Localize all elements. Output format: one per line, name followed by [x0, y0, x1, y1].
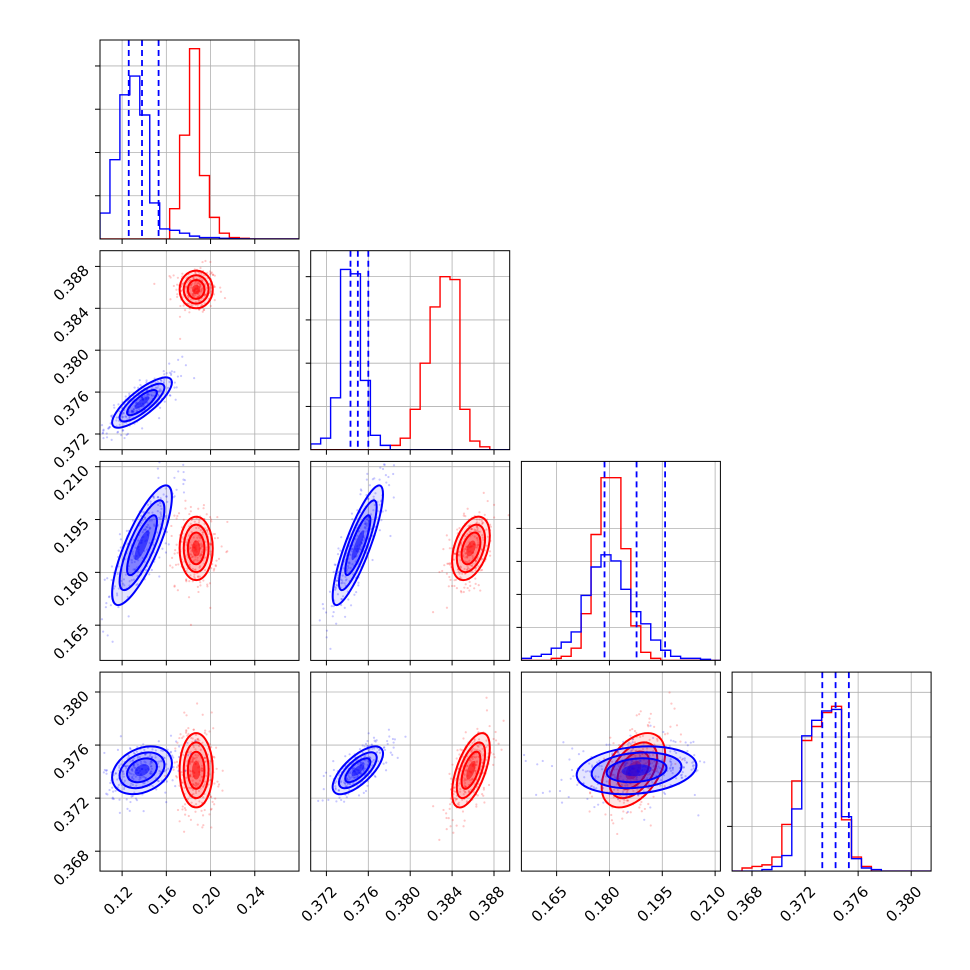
contour-level	[466, 760, 476, 780]
y-tick-label: 0.195	[50, 515, 93, 558]
contour-level	[134, 764, 150, 777]
panel-frame	[310, 460, 511, 661]
x-tick-label: 0.20	[188, 883, 224, 919]
histogram-panel-0	[95, 39, 300, 244]
histogram-red	[732, 705, 932, 872]
scatter-panel-2-0: 0.165 0.180 0.195 0.210	[50, 460, 300, 666]
scatter-panel-3-2: 0.165 0.180 0.195 0.210	[520, 671, 729, 926]
panel-frame	[99, 250, 300, 451]
scatter-panel-3-0: 0.368 0.372 0.376 0.380 0.12 0.16 0.20 0.24	[50, 671, 300, 919]
x-tick-label: 0.12	[100, 883, 136, 919]
contour-level	[351, 530, 365, 561]
histogram-panel-1	[305, 250, 511, 455]
contour-level	[621, 764, 652, 777]
y-tick-label: 0.368	[50, 846, 93, 889]
y-tick-label: 0.380	[50, 687, 93, 730]
contour-level	[192, 284, 201, 295]
histogram-blue	[521, 554, 721, 661]
x-tick-label: 0.380	[381, 883, 424, 926]
contour-level	[192, 760, 201, 780]
y-tick-label: 0.372	[50, 429, 93, 472]
histogram-red	[521, 476, 721, 661]
contour-level	[351, 764, 365, 777]
x-tick-label: 0.195	[633, 883, 676, 926]
y-tick-label: 0.388	[50, 262, 93, 305]
y-tick-label: 0.384	[50, 303, 93, 346]
histogram-panel-2	[516, 460, 721, 666]
panel-frame	[310, 671, 511, 872]
x-tick-label: 0.372	[776, 883, 819, 926]
histogram-blue	[310, 268, 510, 450]
histogram-panel-3: 0.368 0.372 0.376 0.380	[723, 671, 932, 926]
x-tick-label: 0.388	[465, 883, 508, 926]
contour-level	[134, 530, 150, 561]
x-tick-label: 0.384	[423, 883, 466, 926]
x-tick-label: 0.210	[686, 883, 729, 926]
panel-frame	[731, 671, 932, 872]
scatter-panel-2-1	[310, 460, 511, 666]
panel-frame	[99, 460, 300, 661]
x-tick-label: 0.16	[144, 883, 180, 919]
panel-frame	[520, 671, 721, 872]
x-tick-label: 0.24	[233, 883, 269, 919]
y-tick-label: 0.380	[50, 345, 93, 388]
contour-level	[192, 540, 201, 557]
x-tick-label: 0.180	[581, 883, 624, 926]
y-tick-label: 0.165	[50, 620, 93, 663]
x-tick-label: 0.376	[339, 883, 382, 926]
panel-frame	[520, 460, 721, 661]
histogram-blue	[732, 708, 932, 872]
x-tick-label: 0.165	[528, 883, 571, 926]
x-tick-label: 0.368	[723, 883, 766, 926]
panel-frame	[99, 39, 300, 240]
x-tick-label: 0.372	[298, 883, 341, 926]
contour-level	[134, 396, 150, 409]
y-tick-label: 0.376	[50, 387, 93, 430]
y-tick-label: 0.376	[50, 740, 93, 783]
y-tick-label: 0.210	[50, 462, 93, 505]
histogram-red	[100, 47, 299, 239]
y-tick-label: 0.372	[50, 793, 93, 836]
y-tick-label: 0.180	[50, 567, 93, 610]
x-tick-label: 0.380	[882, 883, 925, 926]
histogram-red	[310, 275, 510, 450]
contour-level	[466, 540, 476, 557]
panel-frame	[99, 671, 300, 872]
x-tick-label: 0.376	[829, 883, 872, 926]
panel-frame	[310, 250, 511, 451]
